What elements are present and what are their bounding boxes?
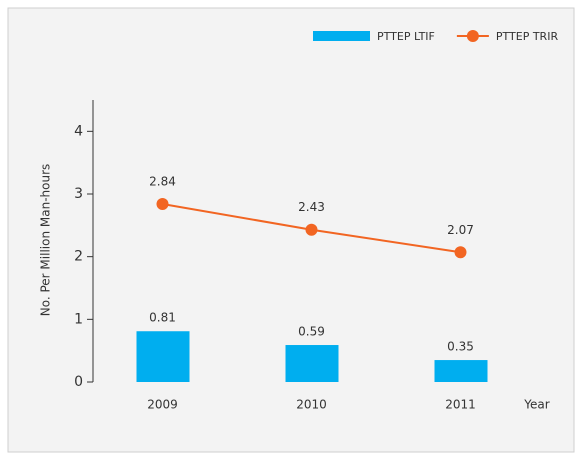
- data-label: 2.07: [447, 223, 474, 237]
- y-axis-label: No. Per Million Man-hours: [39, 164, 53, 317]
- data-label: 0.59: [298, 325, 325, 339]
- data-label: 0.81: [149, 311, 176, 325]
- x-tick-label: 2011: [445, 398, 476, 412]
- legend-swatch: [313, 31, 370, 41]
- y-tick-label: 3: [74, 186, 83, 202]
- legend-label: PTTEP LTIF: [377, 30, 435, 43]
- data-label: 0.35: [447, 340, 474, 354]
- data-label: 2.43: [298, 200, 325, 214]
- legend-label: PTTEP TRIR: [496, 30, 559, 43]
- bar: [136, 331, 190, 382]
- y-tick-label: 2: [74, 249, 83, 265]
- data-label: 2.84: [149, 175, 176, 189]
- line-point: [305, 223, 318, 236]
- y-tick-label: 0: [74, 374, 83, 390]
- line-point: [156, 198, 169, 211]
- x-axis-label: Year: [523, 398, 549, 412]
- line-point: [454, 246, 467, 259]
- y-tick-label: 1: [74, 311, 83, 327]
- y-tick-label: 4: [74, 123, 83, 139]
- legend-swatch: [466, 30, 479, 42]
- bar: [434, 360, 488, 382]
- x-tick-label: 2010: [296, 398, 327, 412]
- bar: [285, 345, 339, 382]
- x-tick-label: 2009: [147, 398, 178, 412]
